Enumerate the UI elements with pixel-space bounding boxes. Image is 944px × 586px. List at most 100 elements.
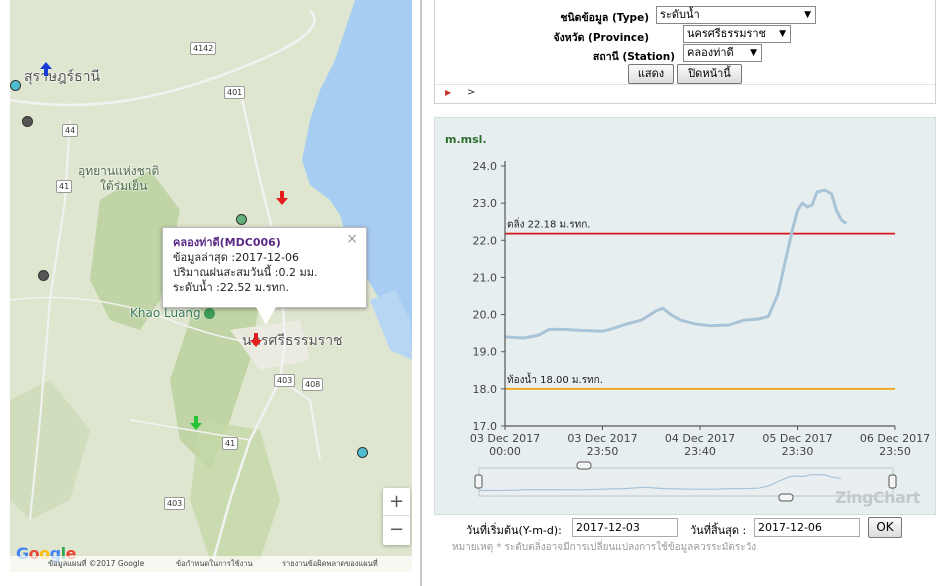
zoom-out-button[interactable]: −: [388, 519, 405, 540]
ok-button[interactable]: OK: [868, 517, 902, 538]
filter-form: ชนิดข้อมูล (Type) ระดับน้ำ ▼ จังหวัด (Pro…: [434, 0, 936, 104]
chart-grid: [505, 166, 895, 426]
map-attribution: ข้อมูลแผนที่ ©2017 Google ข้อกำหนดในการใ…: [10, 556, 412, 572]
x-tick-date: 05 Dec 2017: [762, 432, 832, 445]
x-tick-date: 03 Dec 2017: [470, 432, 540, 445]
route-shield: 44: [62, 124, 79, 137]
range-handle-top: [576, 461, 592, 470]
label-surat-thani: สุราษฎร์ธานี: [24, 69, 101, 85]
report-error-link[interactable]: รายงานข้อผิดพลาดของแผนที่: [282, 559, 378, 568]
x-tick-date: 03 Dec 2017: [567, 432, 637, 445]
type-label: ชนิดข้อมูล (Type): [560, 12, 649, 24]
date-range-controls: วันที่เริ่มต้น(Y-m-d): 2017-12-03 วันที่…: [434, 516, 936, 556]
popup-rainfall: ปริมาณฝนสะสมวันนี้ :0.2 มม.: [173, 266, 318, 279]
station-marker[interactable]: [357, 447, 368, 458]
y-tick-label: 22.0: [473, 234, 498, 247]
y-tick-label: 23.0: [473, 197, 498, 210]
station-info-popup: × คลองท่าดี(MDC006) ข้อมูลล่าสุด :2017-1…: [162, 227, 367, 308]
park-icon: [204, 308, 216, 319]
plot-area: [505, 166, 895, 426]
playback-bar: ▶ >: [435, 84, 935, 102]
water-level-series-line: [504, 188, 848, 340]
x-tick-time: 23:40: [684, 445, 716, 458]
y-tick-label: 19.0: [473, 346, 498, 359]
panel-divider: [420, 0, 422, 586]
station-label: สถานี (Station): [592, 51, 675, 63]
x-tick-date: 04 Dec 2017: [665, 432, 735, 445]
chart-canvas: m.msl. ตลิ่ง 22.18 ม.รทก. ท้องน้ำ 18.00 ม…: [445, 133, 930, 502]
preview-series-line: [478, 473, 842, 492]
reference-line-label: ตลิ่ง 22.18 ม.รทก.: [507, 217, 590, 231]
popup-station-title: คลองท่าดี(MDC006): [173, 236, 281, 249]
start-date-label: วันที่เริ่มต้น(Y-m-d):: [466, 524, 562, 537]
station-marker[interactable]: [38, 270, 49, 281]
label-park-line1: อุทยานแห่งชาติ: [78, 164, 160, 178]
route-shield: 403: [164, 497, 186, 510]
zoom-controls: + −: [383, 488, 410, 545]
end-date-input[interactable]: 2017-12-06: [754, 518, 860, 537]
type-select[interactable]: ระดับน้ำ ▼: [656, 6, 816, 24]
water-rising-arrow-icon[interactable]: [40, 62, 52, 76]
popup-water-level: ระดับน้ำ :22.52 ม.รทก.: [173, 281, 289, 294]
dropdown-arrow-icon: ▼: [750, 48, 757, 58]
x-tick-time: 23:50: [879, 445, 911, 458]
map-panel[interactable]: สุราษฎร์ธานี อุทยานแห่งชาติ ใต้ร่มเย็น K…: [10, 0, 412, 572]
terms-link[interactable]: ข้อกำหนดในการใช้งาน: [176, 559, 253, 568]
y-tick-label: 20.0: [473, 309, 498, 322]
y-tick-label: 18.0: [473, 383, 498, 396]
province-label: จังหวัด (Province): [553, 32, 649, 44]
zoom-in-button[interactable]: +: [383, 488, 410, 516]
route-shield: 41: [56, 180, 73, 193]
series-group: [504, 188, 848, 340]
disclaimer-note: หมายเหตุ * ระดับตลิ่งอาจมีการเปลี่ยนแปลง…: [452, 542, 757, 553]
x-tick-time: 00:00: [489, 445, 521, 458]
type-select-value: ระดับน้ำ: [660, 8, 700, 21]
x-tick-time: 23:50: [587, 445, 619, 458]
range-handle-right: [888, 474, 897, 489]
label-khao-luang: Khao Luang: [130, 306, 216, 320]
play-icon[interactable]: ▶: [445, 88, 452, 97]
label-nakhon-si-thammarat: นครศรีธรรมราช: [242, 333, 343, 349]
water-level-chart[interactable]: m.msl. ตลิ่ง 22.18 ม.รทก. ท้องน้ำ 18.00 ม…: [434, 117, 936, 515]
route-shield: 403: [274, 374, 296, 387]
start-date-input[interactable]: 2017-12-03: [572, 518, 678, 537]
station-marker[interactable]: [10, 80, 21, 91]
map-data-attribution: ข้อมูลแผนที่ ©2017 Google: [48, 559, 145, 568]
popup-latest-date: ข้อมูลล่าสุด :2017-12-06: [173, 251, 300, 264]
end-date-label: วันที่สิ้นสุด :: [690, 524, 747, 537]
y-tick-label: 24.0: [473, 160, 498, 173]
station-marker[interactable]: [22, 116, 33, 127]
dropdown-arrow-icon: ▼: [779, 29, 786, 39]
range-handle-left: [474, 474, 483, 489]
province-select[interactable]: นครศรีธรรมราช ▼: [683, 25, 791, 43]
route-shield: 408: [302, 378, 324, 391]
label-park-line2: ใต้ร่มเย็น: [100, 179, 148, 193]
x-tick-date: 06 Dec 2017: [860, 432, 930, 445]
water-falling-arrow-icon[interactable]: [190, 416, 202, 430]
close-icon[interactable]: ×: [346, 231, 358, 247]
close-page-button[interactable]: ปิดหน้านี้: [677, 64, 742, 84]
water-falling-arrow-icon[interactable]: [250, 333, 262, 347]
station-select[interactable]: คลองท่าดี ▼: [683, 44, 762, 62]
range-handle-bottom: [778, 493, 794, 502]
range-preview[interactable]: [474, 461, 897, 502]
water-falling-arrow-icon[interactable]: [276, 191, 288, 205]
dropdown-arrow-icon: ▼: [804, 10, 811, 20]
reference-line-label: ท้องน้ำ 18.00 ม.รทก.: [507, 372, 603, 386]
next-icon[interactable]: >: [467, 87, 476, 98]
y-tick-label: 21.0: [473, 271, 498, 284]
show-button[interactable]: แสดง: [628, 64, 674, 84]
reference-lines: ตลิ่ง 22.18 ม.รทก. ท้องน้ำ 18.00 ม.รทก.: [505, 217, 895, 390]
preview-track: [478, 467, 894, 497]
popup-pointer: [256, 307, 276, 325]
y-tick-label: 17.0: [473, 420, 498, 433]
province-select-value: นครศรีธรรมราช: [687, 27, 767, 40]
route-shield: 401: [224, 86, 246, 99]
x-tick-time: 23:30: [782, 445, 814, 458]
route-shield: 41: [222, 437, 239, 450]
route-shield: 4142: [190, 42, 217, 55]
zingchart-watermark: ZingChart: [835, 488, 920, 507]
station-marker[interactable]: [236, 214, 247, 225]
station-select-value: คลองท่าดี: [687, 46, 734, 59]
